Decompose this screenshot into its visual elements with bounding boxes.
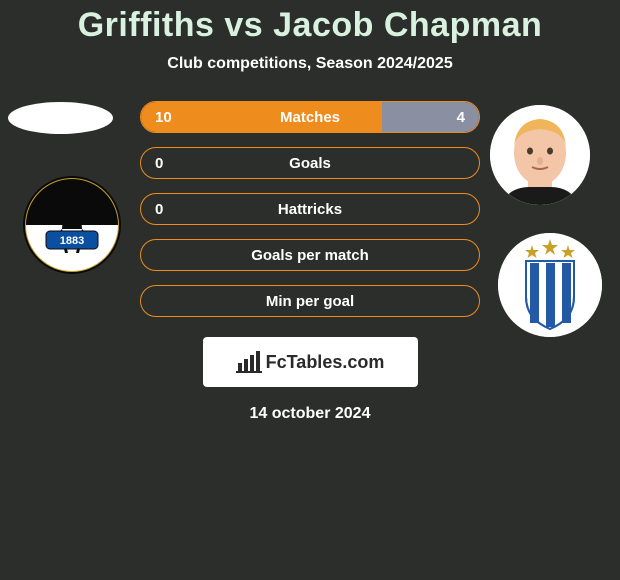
stat-bar: Min per goal — [140, 285, 480, 317]
bar-chart-icon — [236, 351, 262, 373]
player1-club-crest: 1883 — [20, 173, 124, 277]
bar-label: Goals — [141, 148, 479, 178]
bar-label: Matches — [141, 102, 479, 132]
stat-bar: Matches10 4 — [140, 101, 480, 133]
player1-avatar — [8, 102, 113, 134]
stat-bar: Goals per match — [140, 239, 480, 271]
fctables-logo: FcTables.com — [203, 337, 418, 387]
bar-value-left: 10 — [155, 102, 172, 132]
content-area: 1883 — [0, 101, 620, 423]
svg-text:1883: 1883 — [60, 235, 84, 247]
comparison-card: Griffiths vs Jacob Chapman Club competit… — [0, 0, 620, 423]
player2-avatar — [490, 105, 590, 205]
stat-bar: Hattricks0 — [140, 193, 480, 225]
date: 14 october 2024 — [0, 405, 620, 423]
page-title: Griffiths vs Jacob Chapman — [0, 6, 620, 45]
logo-text: FcTables.com — [266, 352, 385, 373]
bar-label: Min per goal — [141, 286, 479, 316]
bar-label: Goals per match — [141, 240, 479, 270]
stat-bars: Matches104Goals0Hattricks0Goals per matc… — [140, 101, 480, 317]
bar-label: Hattricks — [141, 194, 479, 224]
player2-club-crest — [498, 233, 602, 337]
bar-value-left: 0 — [155, 148, 163, 178]
stat-bar: Goals0 — [140, 147, 480, 179]
bar-value-left: 0 — [155, 194, 163, 224]
bar-value-right: 4 — [457, 102, 465, 132]
subtitle: Club competitions, Season 2024/2025 — [0, 55, 620, 73]
